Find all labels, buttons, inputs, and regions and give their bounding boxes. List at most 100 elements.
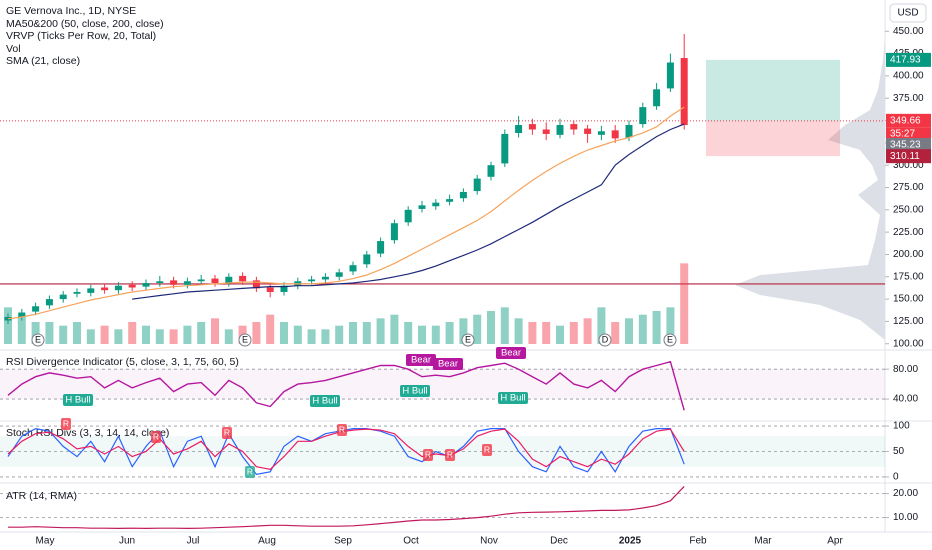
currency: USD <box>897 8 918 19</box>
volume-bar <box>86 329 95 344</box>
candle-body <box>363 254 371 265</box>
signal-label-bg <box>400 385 430 397</box>
candle-body <box>183 281 191 285</box>
x-tick-label: Apr <box>827 536 843 547</box>
y-tick-label: 150.00 <box>893 294 924 305</box>
event-label: E <box>465 334 471 344</box>
candle-body <box>225 276 233 284</box>
candle-body <box>556 125 564 135</box>
candle-body <box>239 275 247 282</box>
candle-body <box>597 131 605 135</box>
volume-bar <box>59 325 68 344</box>
signal-label: H Bull <box>402 386 427 397</box>
signal-label-bg <box>496 347 526 359</box>
volume-bar <box>431 325 440 344</box>
volume-bar <box>473 314 482 344</box>
y-tick-label: 0 <box>893 472 899 483</box>
y-tick-label: 125.00 <box>893 316 924 327</box>
currency-button[interactable] <box>889 3 927 23</box>
volume-bar <box>45 322 54 344</box>
volume-bar <box>638 314 647 344</box>
price-label: 310.11 <box>890 151 920 162</box>
volume-bar <box>418 325 426 344</box>
volume-bar <box>335 325 344 344</box>
volume-bar <box>252 322 261 344</box>
y-tick-label: 40.00 <box>893 394 918 405</box>
candle-body <box>473 178 481 192</box>
candle-body <box>404 209 412 223</box>
ma50-line <box>132 123 685 300</box>
signal-label: R <box>224 427 230 437</box>
signal-label: H Bull <box>500 393 525 404</box>
y-tick-label: 20.00 <box>893 488 918 499</box>
signal-label-bg <box>61 418 71 430</box>
signal-label-bg <box>498 392 528 404</box>
candle-body <box>653 89 661 107</box>
legend-item: SMA (21, close) <box>6 55 80 67</box>
volume-bar <box>542 322 551 344</box>
signal-label: R <box>247 466 253 476</box>
signal-label: H Bull <box>65 395 90 406</box>
signal-label-bg <box>337 424 347 436</box>
volume-bar <box>362 322 371 344</box>
candle-body <box>446 199 454 202</box>
volume-bar <box>197 322 206 344</box>
volume-bar <box>211 318 219 344</box>
candle-body <box>349 265 357 272</box>
rsi-line <box>7 360 685 411</box>
candle-body <box>211 278 219 284</box>
x-tick-label: Sep <box>334 536 352 547</box>
volume-bar <box>4 307 12 344</box>
volume-profile <box>735 35 885 340</box>
stop-zone <box>706 120 840 157</box>
x-tick-label: May <box>36 536 55 547</box>
candle-body <box>570 124 578 130</box>
signal-label-bg <box>310 395 340 407</box>
countdown-bg <box>886 127 931 140</box>
volume-bar <box>583 318 592 344</box>
volume-bar <box>114 329 123 344</box>
candle-body <box>87 288 95 293</box>
volume-bar <box>445 322 454 344</box>
candle-body <box>515 125 523 134</box>
candle-body <box>611 130 619 139</box>
candle-body <box>542 129 550 134</box>
candle-body <box>128 284 136 288</box>
event-label: D <box>602 334 609 344</box>
volume-bar <box>514 318 523 344</box>
signal-label: Bear <box>501 348 521 359</box>
x-tick-label: Oct <box>403 536 419 547</box>
price-label: 417.93 <box>890 55 921 66</box>
pane-title: ATR (14, RMA) <box>6 490 77 502</box>
volume-bar <box>280 322 288 344</box>
volume-bar <box>500 307 509 344</box>
volume-bar <box>155 329 164 344</box>
candle-body <box>197 279 205 282</box>
x-tick-label: Jun <box>119 536 135 547</box>
x-tick-label: Aug <box>258 536 276 547</box>
volume-bar <box>404 322 413 344</box>
signal-label: Bear <box>438 359 458 370</box>
candle-body <box>280 285 288 292</box>
event-marker <box>461 333 475 347</box>
volume-bar <box>100 325 109 344</box>
signal-label-bg <box>445 449 455 461</box>
y-tick-label: 100 <box>893 421 910 432</box>
volume-bar <box>487 311 495 344</box>
y-tick-label: 400.00 <box>893 71 924 82</box>
candle-body <box>73 291 81 294</box>
target-zone <box>706 59 840 121</box>
signal-label: R <box>339 424 345 434</box>
y-tick-label: 450.00 <box>893 26 924 37</box>
candle-body <box>639 107 647 125</box>
y-tick-label: 200.00 <box>893 249 924 260</box>
event-label: E <box>242 334 248 344</box>
candle-body <box>59 294 67 300</box>
event-marker <box>663 333 677 347</box>
candle-body <box>418 205 426 209</box>
volume-bar <box>666 307 675 344</box>
sma-line <box>7 106 685 320</box>
candle-body <box>487 165 495 177</box>
legend-item: VRVP (Ticks Per Row, 20, Total) <box>6 30 156 42</box>
candle-body <box>101 287 109 291</box>
